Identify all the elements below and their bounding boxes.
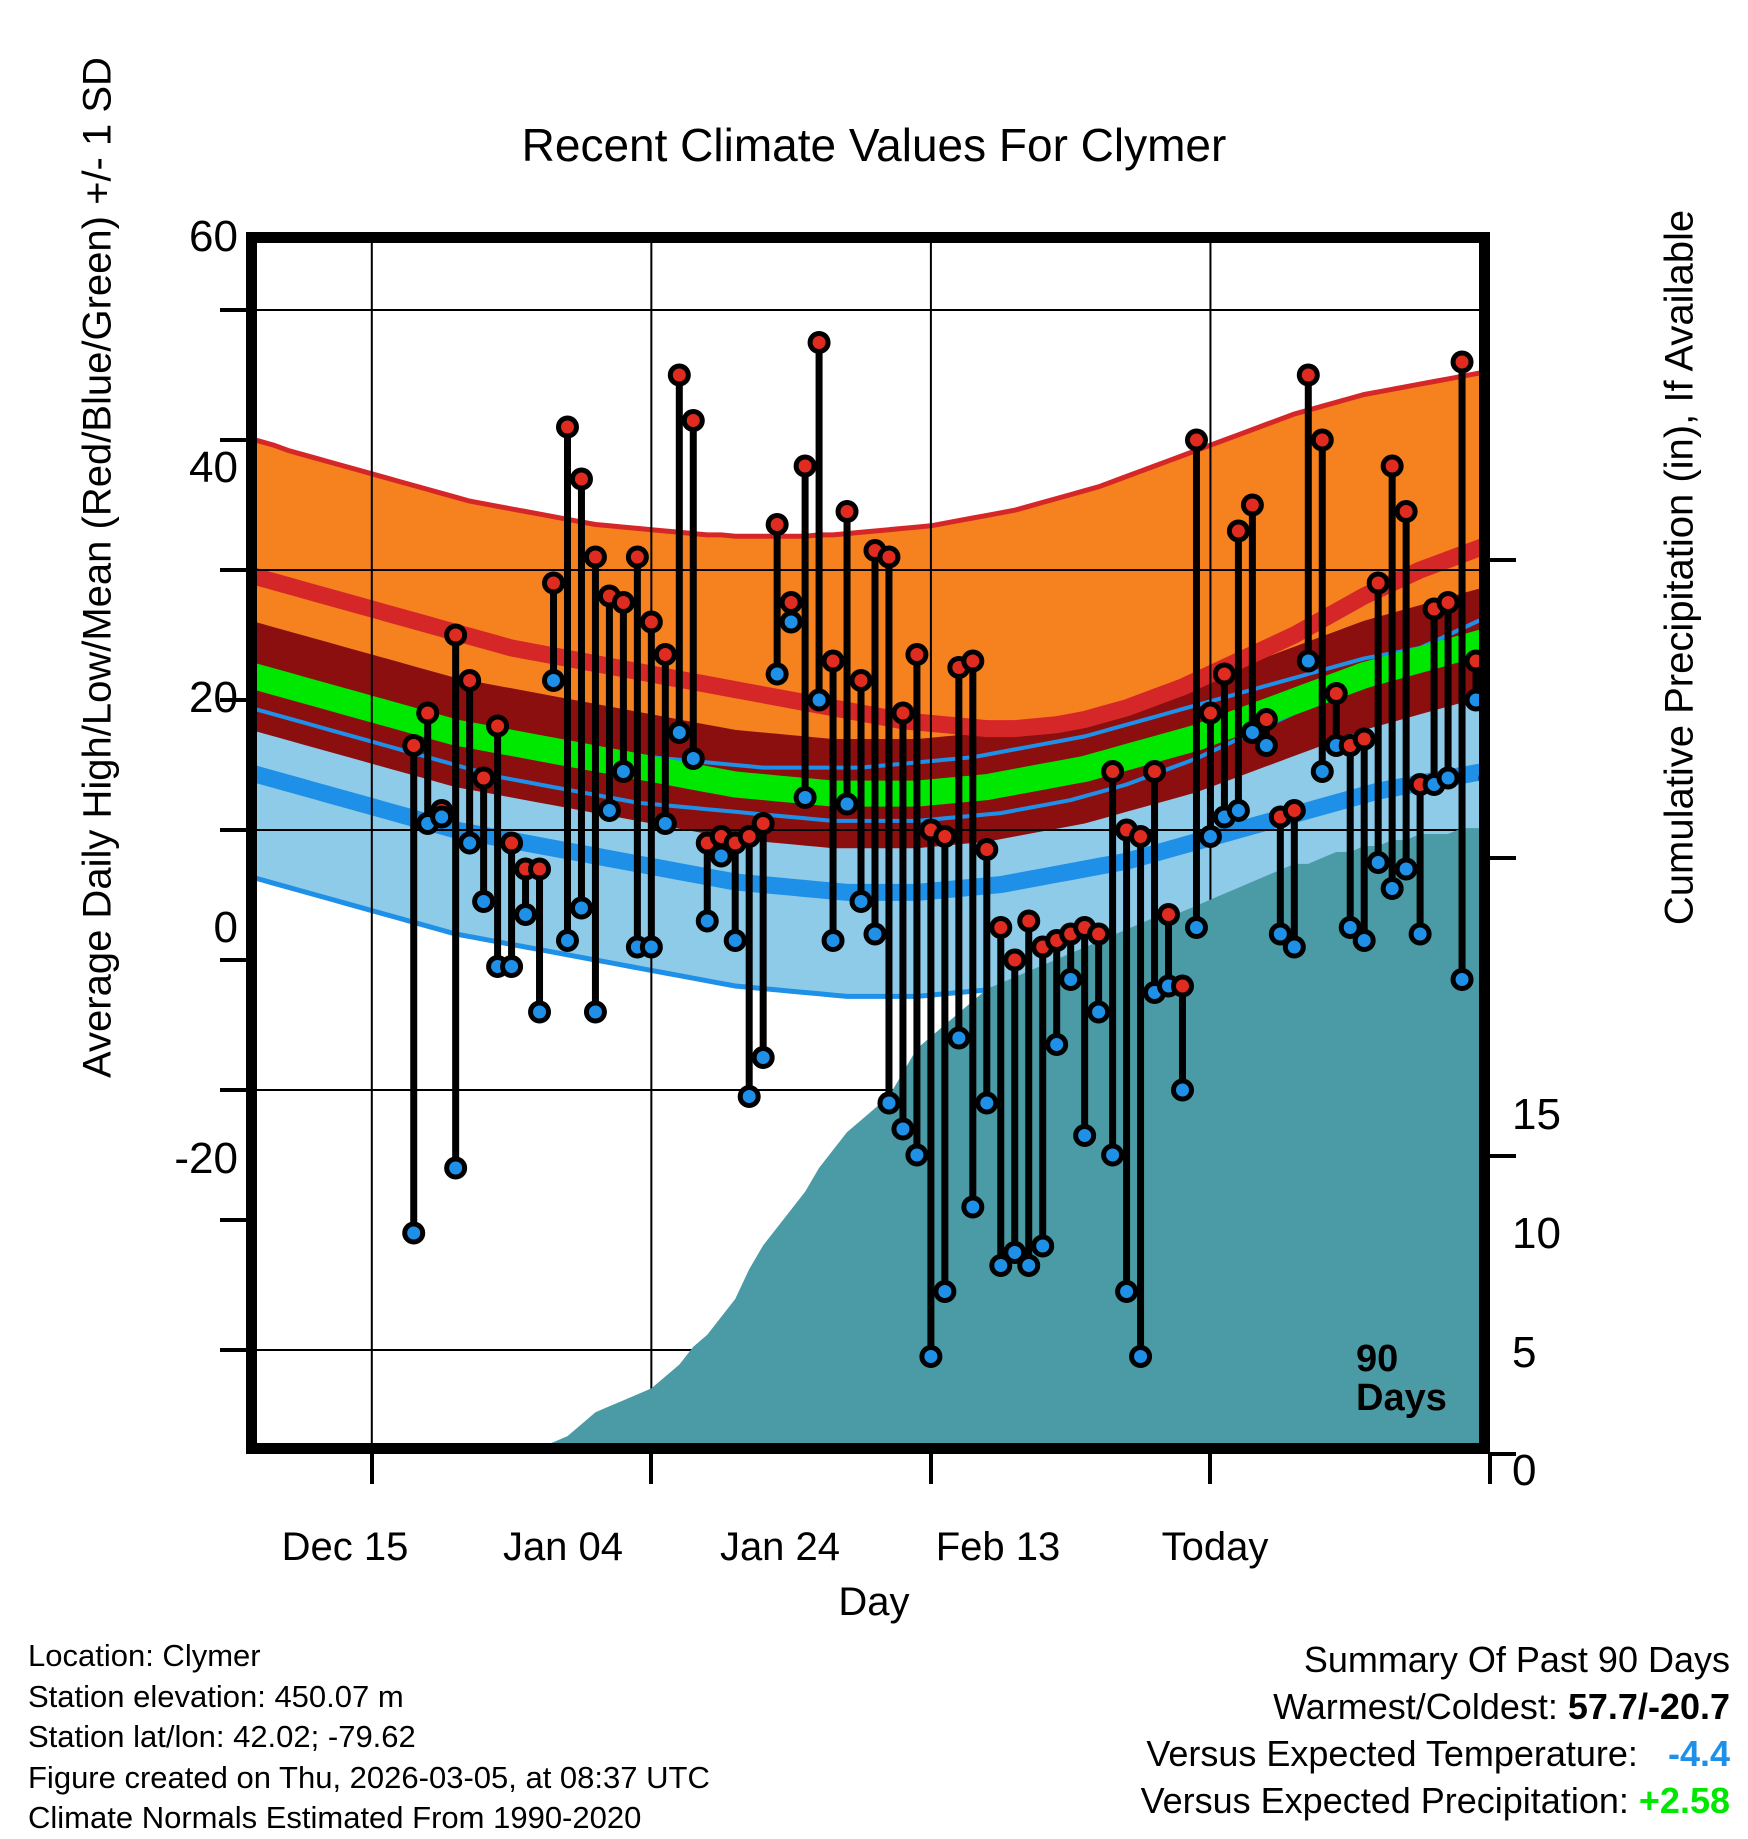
metadata-block: Location: Clymer Station elevation: 450.… [28, 1636, 710, 1839]
axis-tick [220, 958, 246, 962]
axis-tick [369, 1454, 374, 1484]
today-annotation-line2: Days [1356, 1376, 1447, 1419]
y-tick-left-20: 20 [189, 673, 238, 722]
y-tick-left-minus20: -20 [174, 1134, 238, 1183]
summary-warmest-coldest: Warmest/Coldest: 57.7/-20.7 [1141, 1683, 1730, 1730]
y-axis-left-label: Average Daily High/Low/Mean (Red/Blue/Gr… [75, 57, 120, 1078]
axis-tick [220, 698, 246, 702]
summary-temp: Versus Expected Temperature: -4.4 [1141, 1730, 1730, 1777]
summary-warmest-coldest-value: 57.7/-20.7 [1567, 1686, 1730, 1728]
summary-temp-label: Versus Expected Temperature: [1146, 1733, 1638, 1775]
axis-tick [220, 1348, 246, 1352]
axis-tick [1490, 1153, 1516, 1158]
meta-normals: Climate Normals Estimated From 1990-2020 [28, 1800, 642, 1836]
axis-tick [1490, 557, 1516, 562]
today-annotation: 90 Days [1356, 1340, 1447, 1418]
y-tick-left-0: 0 [213, 903, 238, 952]
axis-tick [220, 568, 246, 572]
summary-prcp-label: Versus Expected Precipitation: [1140, 1780, 1629, 1822]
summary-warmest-coldest-label: Warmest/Coldest: [1273, 1686, 1568, 1728]
axis-tick [649, 1454, 654, 1484]
axis-tick [1490, 855, 1516, 860]
summary-prcp-value: +2.58 [1638, 1780, 1730, 1822]
y-tick-right-10: 10 [1512, 1209, 1561, 1258]
axis-tick [928, 1454, 933, 1484]
meta-latlon: Station lat/lon: 42.02; -79.62 [28, 1719, 416, 1755]
axis-tick [220, 828, 246, 832]
meta-created: Figure created on Thu, 2026-03-05, at 08… [28, 1759, 710, 1795]
meta-elevation: Station elevation: 450.07 m [28, 1678, 404, 1714]
x-tick-jan-24: Jan 24 [719, 1525, 841, 1569]
y-tick-right-15: 15 [1512, 1090, 1561, 1139]
summary-heading: Summary Of Past 90 Days [1303, 1639, 1730, 1680]
plot-area [246, 232, 1490, 1454]
x-tick-jan-04: Jan 04 [502, 1525, 624, 1569]
axis-tick [220, 308, 246, 312]
axis-tick [220, 1218, 246, 1222]
chart-title: Recent Climate Values For Clymer [521, 119, 1227, 171]
x-tick-today: Today [1161, 1525, 1269, 1569]
y-tick-right-0: 0 [1512, 1446, 1537, 1495]
axis-tick [220, 438, 246, 442]
y-tick-right-5: 5 [1512, 1328, 1537, 1377]
axis-tick [1490, 1452, 1516, 1456]
meta-location: Location: Clymer [28, 1638, 261, 1673]
axis-tick [220, 1088, 246, 1092]
x-tick-dec-15: Dec 15 [281, 1525, 409, 1569]
summary-temp-value: -4.4 [1667, 1733, 1730, 1775]
axis-tick [1488, 1454, 1492, 1484]
y-tick-left-40: 40 [189, 443, 238, 492]
summary-block: Summary Of Past 90 Days Warmest/Coldest:… [1141, 1636, 1730, 1825]
plot-svg [246, 232, 1490, 1454]
y-axis-right-label: Cumulative Precipitation (in), If Availa… [1657, 209, 1702, 926]
x-tick-feb-13: Feb 13 [935, 1525, 1061, 1569]
x-axis-label: Day [838, 1580, 910, 1624]
today-annotation-line1: 90 [1356, 1338, 1399, 1380]
axis-tick [1208, 1454, 1213, 1484]
y-tick-left-60: 60 [189, 212, 238, 261]
summary-prcp: Versus Expected Precipitation: +2.58 [1141, 1777, 1730, 1824]
